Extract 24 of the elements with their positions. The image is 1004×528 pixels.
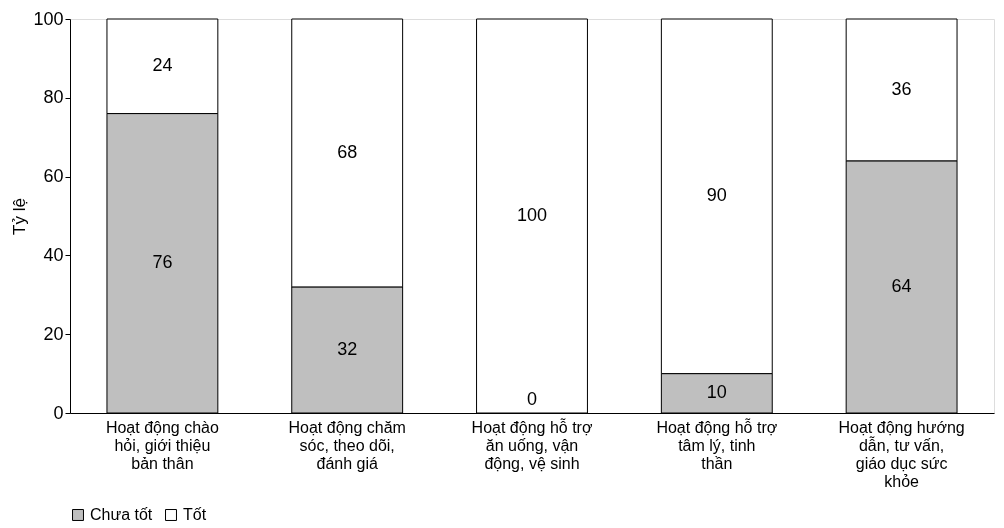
data-label: 100 — [516, 205, 548, 225]
y-tick-label: 40 — [43, 244, 64, 265]
data-label: 10 — [706, 382, 727, 403]
y-tick-label: 80 — [43, 87, 64, 108]
legend-label: Tốt — [183, 506, 207, 523]
x-tick-label: Hoạt động hỗ trợ ăn uống, vận động, vệ sinh — [471, 417, 593, 472]
x-tick-label: Hoạt động hỗ trợ tâm lý, tinh thần — [656, 417, 778, 472]
data-label: 24 — [152, 55, 173, 76]
data-label: 64 — [891, 275, 912, 296]
legend-label: Chưa tốt — [90, 506, 153, 523]
x-tick-label: Hoạt động hướng dẫn, tư vấn, giáo dục sức khỏe — [838, 418, 965, 490]
data-label: 32 — [337, 338, 358, 359]
data-label: 68 — [337, 141, 358, 162]
data-label: 76 — [152, 252, 173, 273]
y-tick-label: 100 — [33, 8, 64, 29]
y-tick-label: 60 — [43, 166, 64, 187]
y-tick-label: 20 — [43, 323, 64, 344]
annotation: 0 — [526, 389, 538, 409]
x-tick-label: Hoạt động chào hỏi, giới thiệu bản thân — [105, 418, 219, 472]
data-label: 90 — [706, 185, 727, 206]
data-label: 36 — [891, 78, 912, 99]
y-axis-title: Tỷ lệ — [10, 198, 30, 235]
y-tick-label: 0 — [53, 402, 64, 423]
x-tick-label: Hoạt động chăm sóc, theo dõi, đánh giá — [288, 418, 406, 472]
